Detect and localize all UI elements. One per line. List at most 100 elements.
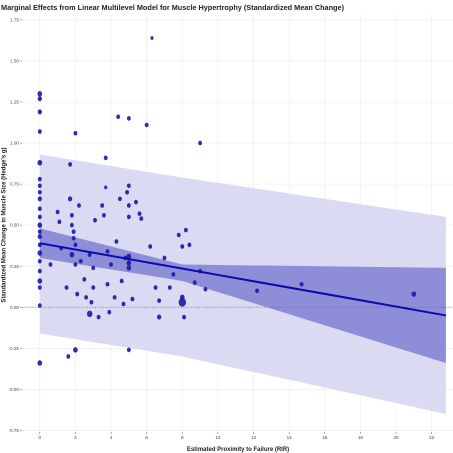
data-point: [171, 272, 176, 277]
data-point: [178, 297, 187, 307]
y-tick-label: 0.50: [10, 223, 19, 228]
data-point: [37, 268, 42, 274]
data-point: [86, 310, 93, 318]
data-point: [125, 190, 130, 195]
data-point: [96, 314, 101, 320]
data-point: [78, 258, 83, 264]
data-point: [104, 185, 108, 190]
data-point: [37, 285, 42, 290]
data-point: [139, 216, 144, 221]
data-point: [37, 360, 43, 366]
data-point: [183, 227, 188, 233]
data-point: [192, 280, 197, 285]
x-tick-label: 0: [39, 435, 42, 440]
y-tick-label: 0.25: [10, 264, 19, 269]
y-tick-label: 1.75: [10, 18, 19, 23]
y-tick-label: 0.00: [10, 305, 19, 310]
x-tick-label: 16: [322, 435, 328, 440]
x-tick-label: 10: [215, 435, 221, 440]
data-point: [93, 217, 97, 223]
data-point: [71, 229, 76, 235]
data-point: [82, 277, 87, 282]
data-point: [37, 96, 42, 102]
data-point: [91, 285, 96, 290]
data-point: [37, 278, 43, 284]
data-point: [203, 286, 208, 292]
data-point: [77, 203, 81, 208]
data-point: [37, 183, 42, 189]
data-point: [68, 162, 73, 167]
data-point: [37, 159, 43, 166]
data-point: [187, 242, 192, 248]
data-point: [66, 354, 71, 359]
data-point: [156, 314, 162, 320]
x-tick-label: 8: [181, 435, 184, 440]
x-tick-label: 18: [358, 435, 364, 440]
data-point: [105, 249, 110, 254]
data-point: [144, 122, 149, 128]
data-point: [299, 281, 304, 287]
data-point: [109, 262, 114, 267]
data-point: [148, 244, 153, 249]
x-tick-label: 20: [393, 435, 399, 440]
x-tick-label: 4: [110, 435, 113, 440]
data-point: [37, 109, 42, 115]
data-point: [130, 296, 135, 302]
data-point: [162, 255, 167, 261]
data-point: [103, 155, 108, 161]
data-point: [91, 265, 96, 271]
data-point: [89, 300, 94, 305]
y-tick-label: -0.50: [9, 387, 20, 392]
x-tick-label: 22: [429, 435, 435, 440]
y-axis-title: Standardized Mean Change in Muscle Size …: [2, 147, 8, 302]
data-point: [84, 295, 89, 300]
chart-title: Marginal Effects from Linear Multilevel …: [1, 3, 345, 12]
data-point: [105, 281, 110, 287]
data-point: [37, 176, 42, 182]
y-axis: -0.75 -0.50 -0.25 0.00 0.25 0.50 0.75 1.00 1.25 1…: [9, 18, 22, 433]
plot-area: [22, 15, 453, 432]
data-point: [101, 212, 106, 218]
y-tick-label: 1.50: [10, 59, 19, 64]
data-point: [37, 234, 42, 240]
y-tick-label: -0.25: [9, 346, 20, 351]
data-point: [37, 222, 43, 228]
data-point: [126, 183, 131, 189]
data-point: [134, 199, 138, 205]
data-point: [37, 214, 42, 220]
data-point: [255, 288, 260, 294]
data-point: [73, 347, 78, 353]
data-point: [87, 252, 92, 257]
data-point: [37, 91, 43, 97]
x-axis-title: Estimated Proximity to Failure (RIR): [187, 447, 289, 453]
data-point: [116, 114, 121, 120]
data-point: [121, 301, 126, 307]
y-tick-label: 0.75: [10, 182, 19, 187]
data-point: [37, 250, 43, 256]
data-point: [69, 212, 74, 218]
data-point: [126, 347, 131, 353]
data-point: [37, 258, 42, 264]
fit-line: [39, 242, 447, 317]
y-tick-label: 1.00: [10, 141, 19, 146]
data-point: [126, 203, 131, 208]
data-point: [157, 298, 162, 303]
data-point: [57, 219, 62, 225]
data-point: [150, 36, 154, 40]
data-point: [126, 260, 132, 266]
x-tick-label: 12: [251, 435, 257, 440]
data-point: [112, 295, 117, 300]
data-point: [176, 232, 181, 238]
x-axis: 0 2 4 6 8 10 12 14 16 18 20 22: [39, 432, 435, 440]
data-point: [48, 262, 53, 267]
data-point: [180, 244, 185, 249]
data-point: [126, 265, 132, 271]
data-point: [137, 211, 142, 216]
data-point: [71, 235, 76, 241]
data-point: [126, 253, 132, 260]
y-tick-label: 1.25: [10, 100, 19, 105]
data-point: [73, 262, 78, 267]
data-point: [411, 291, 417, 297]
data-point: [107, 309, 112, 315]
